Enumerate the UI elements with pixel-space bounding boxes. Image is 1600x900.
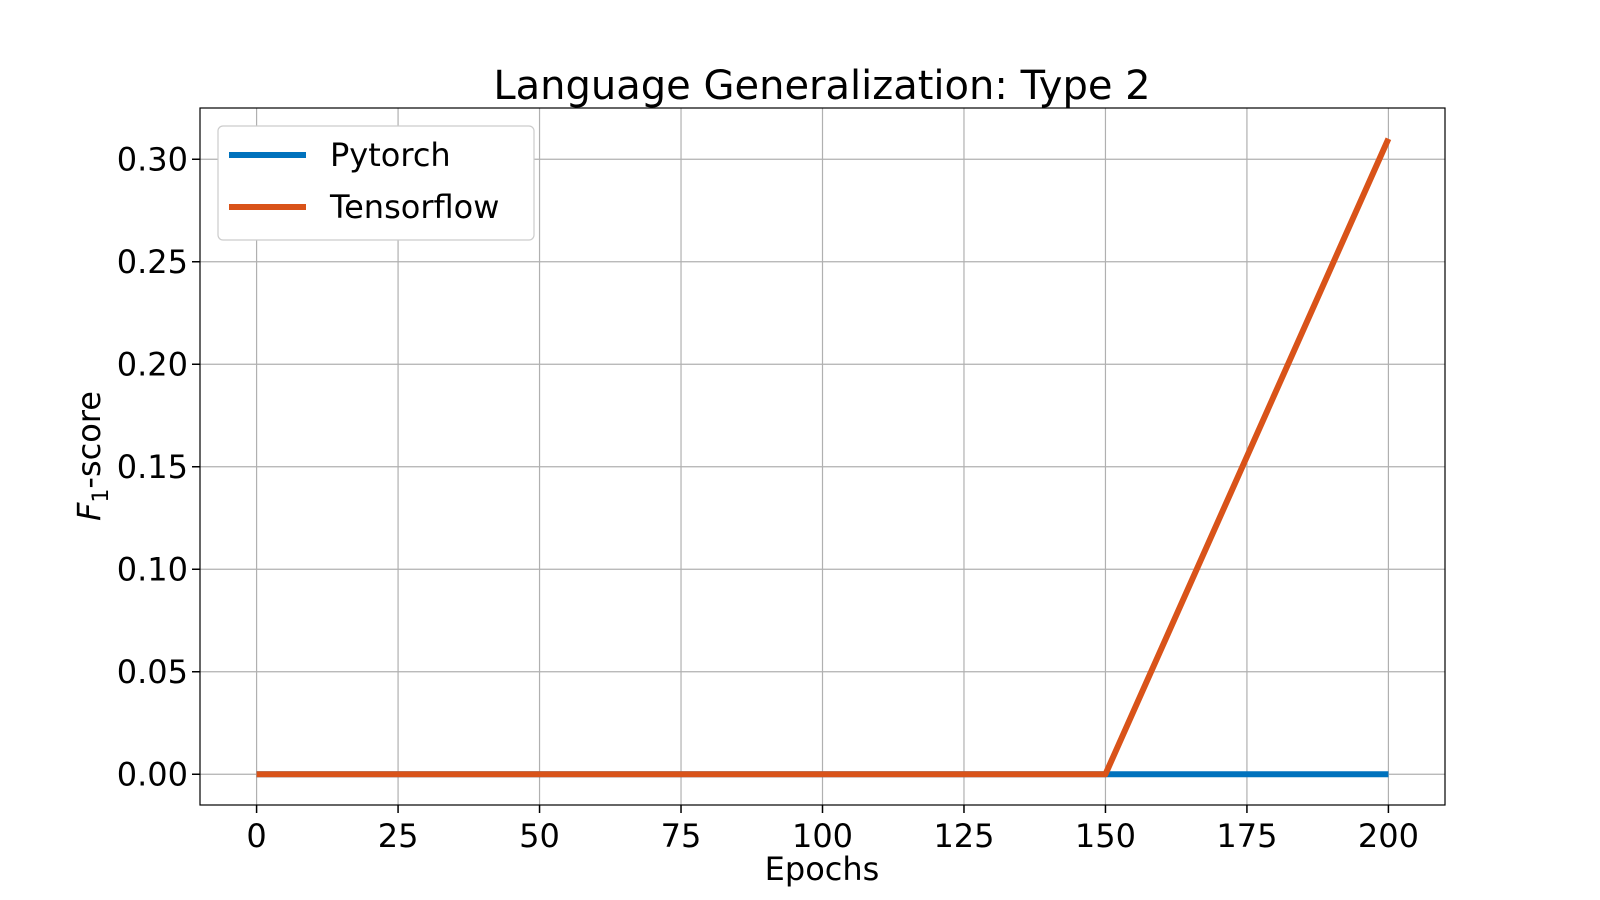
legend: Pytorch Tensorflow: [217, 125, 535, 241]
chart-title: Language Generalization: Type 2: [493, 63, 1150, 109]
x-tick-label: 175: [1216, 817, 1277, 855]
y-axis-label-subscript: 1: [89, 489, 114, 503]
legend-label-tensorflow: Tensorflow: [329, 188, 499, 226]
y-tick-label: 0.10: [117, 550, 188, 588]
x-tick-label: 25: [378, 817, 419, 855]
y-axis-label-suffix: -score: [70, 391, 108, 489]
x-axis-ticks: 0 25 50 75 100 125 150 175 200: [246, 805, 1419, 855]
y-axis-label: F1-score: [70, 391, 114, 521]
x-tick-label: 200: [1358, 817, 1419, 855]
y-axis-label-main: F: [70, 502, 108, 521]
y-tick-label: 0.20: [117, 345, 188, 383]
series-line-tensorflow: [256, 137, 1392, 778]
x-tick-label: 125: [933, 817, 994, 855]
x-tick-label: 100: [792, 817, 853, 855]
series-layer: [256, 137, 1392, 778]
y-tick-label: 0.30: [117, 140, 188, 178]
x-tick-label: 75: [661, 817, 702, 855]
y-axis-ticks: 0.00 0.05 0.10 0.15 0.20 0.25 0.30: [117, 140, 200, 793]
y-tick-label: 0.00: [117, 755, 188, 793]
x-tick-label: 50: [519, 817, 560, 855]
legend-label-pytorch: Pytorch: [330, 136, 451, 174]
x-axis-label: Epochs: [765, 850, 880, 888]
x-tick-label: 150: [1075, 817, 1136, 855]
x-tick-label: 0: [246, 817, 266, 855]
y-tick-label: 0.15: [117, 448, 188, 486]
y-tick-label: 0.25: [117, 243, 188, 281]
y-tick-label: 0.05: [117, 653, 188, 691]
